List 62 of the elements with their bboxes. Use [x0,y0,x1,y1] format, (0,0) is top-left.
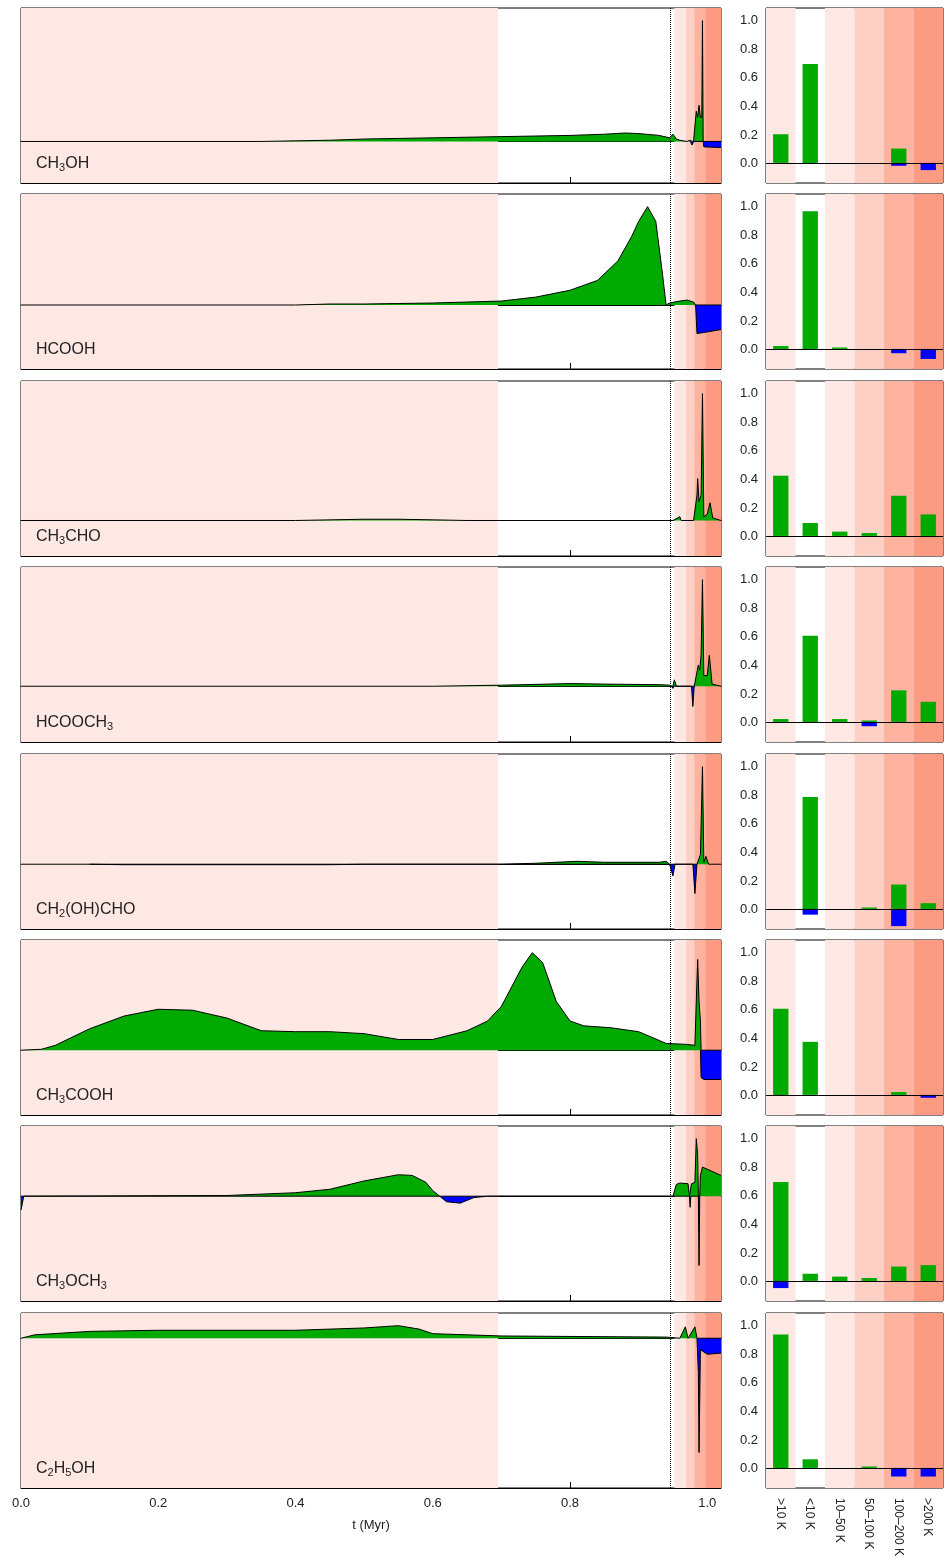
y-tick-label: 1.0 [739,1130,758,1146]
y-tick-label: 1.0 [739,757,758,773]
y-tick-label: 0.8 [739,1159,758,1175]
y-tick-label: 0.2 [739,685,758,701]
text: HCOOH [36,339,96,357]
x-tick-label: 0.2 [149,1494,168,1510]
y-tick-label: 0.8 [739,786,758,802]
x-tick-label: <10 K [803,1497,818,1530]
y-tick-label: 0.6 [739,1374,758,1390]
x-tick-label: 50–100 K [862,1497,877,1550]
y-tick-label: 0.8 [739,227,758,243]
y-tick-label: 0.6 [739,69,758,85]
y-tick-label: 0.0 [739,901,758,917]
y-tick-label: 1.0 [739,1316,758,1332]
y-tick-label: 0.2 [739,1058,758,1074]
y-tick-label: 1.0 [739,571,758,587]
y-tick-label: 0.8 [739,972,758,988]
y-tick-label: 0.4 [739,843,758,859]
x-tick-label: 0.0 [11,1494,31,1510]
y-tick-label: 0.2 [739,313,758,329]
y-tick-label: 0.4 [739,657,758,673]
y-tick-label: 0.2 [739,1431,758,1447]
y-tick-label: 0.6 [739,442,758,458]
y-tick-label: 0.8 [739,40,758,56]
y-tick-label: 0.4 [739,1216,758,1232]
y-tick-label: 0.6 [739,628,758,644]
x-tick-label: >10 K [773,1497,788,1530]
y-tick-label: 0.6 [739,1001,758,1017]
y-tick-label: 0.6 [739,814,758,830]
y-tick-label: 0.4 [739,284,758,300]
y-tick-label: 0.6 [739,255,758,271]
x-tick-label: 0.8 [560,1494,580,1510]
y-tick-label: 0.0 [739,1273,758,1289]
y-tick-label: 0.8 [739,413,758,429]
y-tick-label: 0.0 [739,1460,758,1476]
x-tick-label: 1.0 [698,1494,717,1510]
y-tick-label: 0.8 [739,599,758,615]
x-tick-label: 0.4 [286,1494,305,1510]
y-tick-label: 0.2 [739,1245,758,1261]
x-tick-label: 0.6 [423,1494,442,1510]
y-tick-label: 0.2 [739,126,758,142]
y-tick-label: 0.0 [739,1087,758,1103]
x-tick-label: 100–200 K [891,1497,906,1556]
y-tick-label: 0.2 [739,872,758,888]
y-tick-label: 0.0 [739,528,758,544]
y-tick-label: 1.0 [739,198,758,214]
y-tick-label: 0.0 [739,341,758,357]
y-tick-label: 0.4 [739,98,758,114]
y-tick-label: 0.2 [739,499,758,515]
y-tick-label: 1.0 [739,11,758,27]
y-tick-label: 1.0 [739,943,758,959]
y-tick-label: 0.4 [739,470,758,486]
y-tick-label: 0.0 [739,155,758,171]
x-tick-label: >200 K [921,1497,936,1537]
y-tick-label: 1.0 [739,384,758,400]
x-tick-label: 10–50 K [832,1497,847,1543]
y-tick-label: 0.6 [739,1187,758,1203]
y-tick-label: 0.8 [739,1345,758,1361]
y-tick-label: 0.4 [739,1402,758,1418]
y-tick-label: 0.0 [739,714,758,730]
x-axis-title: t (Myr) [352,1516,390,1532]
y-tick-label: 0.4 [739,1030,758,1046]
